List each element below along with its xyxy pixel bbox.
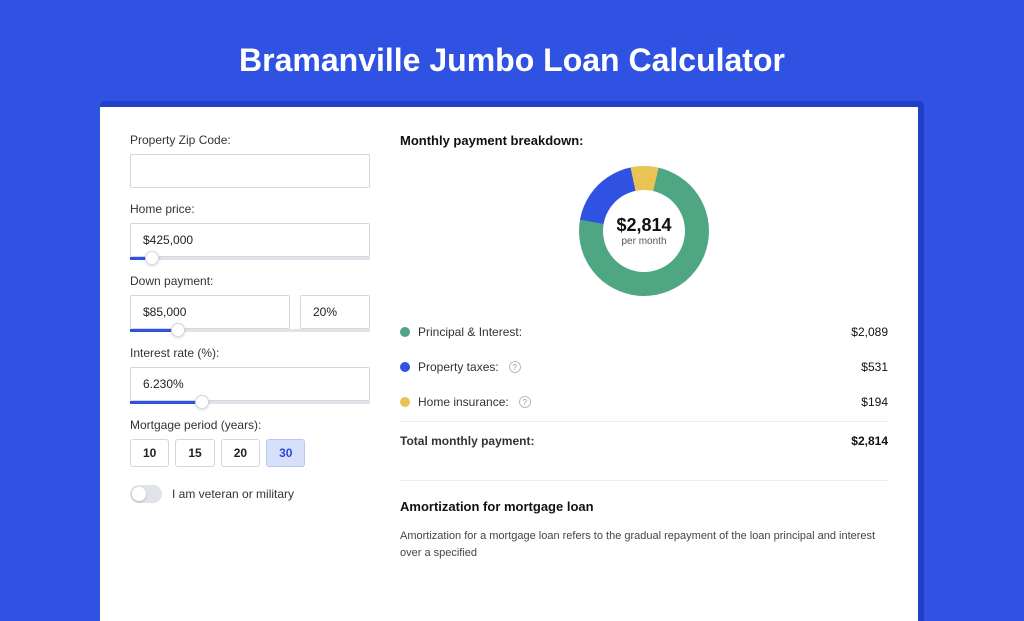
down-payment-slider[interactable] xyxy=(130,329,370,332)
down-payment-percent-input[interactable] xyxy=(300,295,370,329)
info-icon[interactable]: ? xyxy=(509,361,521,373)
home-price-slider-thumb[interactable] xyxy=(145,251,159,265)
legend-value: $531 xyxy=(861,360,888,374)
mortgage-period-option-30[interactable]: 30 xyxy=(266,439,305,467)
breakdown-heading: Monthly payment breakdown: xyxy=(400,133,888,148)
donut-chart-container: $2,814 per month xyxy=(400,162,888,314)
legend-dot xyxy=(400,327,410,337)
mortgage-period-option-20[interactable]: 20 xyxy=(221,439,260,467)
mortgage-period-label: Mortgage period (years): xyxy=(130,418,370,432)
home-price-label: Home price: xyxy=(130,202,370,216)
legend-value: $2,089 xyxy=(851,325,888,339)
total-value: $2,814 xyxy=(851,434,888,448)
zip-group: Property Zip Code: xyxy=(130,133,370,188)
interest-rate-input[interactable] xyxy=(130,367,370,401)
mortgage-period-option-10[interactable]: 10 xyxy=(130,439,169,467)
legend-value: $194 xyxy=(861,395,888,409)
legend-label: Home insurance: xyxy=(418,395,509,409)
legend-dot xyxy=(400,362,410,372)
zip-input[interactable] xyxy=(130,154,370,188)
legend-label: Principal & Interest: xyxy=(418,325,522,339)
mortgage-period-options: 10152030 xyxy=(130,439,370,467)
calculator-card: Property Zip Code: Home price: Down paym… xyxy=(100,107,918,621)
veteran-row: I am veteran or military xyxy=(130,485,370,503)
mortgage-period-group: Mortgage period (years): 10152030 xyxy=(130,418,370,467)
donut-chart: $2,814 per month xyxy=(579,166,709,296)
legend-row: Home insurance:? $194 xyxy=(400,384,888,419)
total-row: Total monthly payment: $2,814 xyxy=(400,421,888,458)
interest-rate-slider[interactable] xyxy=(130,401,370,404)
legend-row: Property taxes:? $531 xyxy=(400,349,888,384)
interest-rate-group: Interest rate (%): xyxy=(130,346,370,404)
donut-amount: $2,814 xyxy=(616,215,671,236)
veteran-label: I am veteran or military xyxy=(172,487,294,501)
veteran-toggle[interactable] xyxy=(130,485,162,503)
form-column: Property Zip Code: Home price: Down paym… xyxy=(130,133,370,561)
home-price-input[interactable] xyxy=(130,223,370,257)
down-payment-label: Down payment: xyxy=(130,274,370,288)
down-payment-group: Down payment: xyxy=(130,274,370,332)
page-title: Bramanville Jumbo Loan Calculator xyxy=(0,0,1024,101)
legend: Principal & Interest: $2,089 Property taxe… xyxy=(400,314,888,419)
card-shadow: Property Zip Code: Home price: Down paym… xyxy=(100,101,924,621)
legend-label: Property taxes: xyxy=(418,360,499,374)
zip-label: Property Zip Code: xyxy=(130,133,370,147)
down-payment-slider-thumb[interactable] xyxy=(171,323,185,337)
down-payment-amount-input[interactable] xyxy=(130,295,290,329)
amortization-section: Amortization for mortgage loan Amortizat… xyxy=(400,480,888,561)
interest-rate-label: Interest rate (%): xyxy=(130,346,370,360)
donut-center: $2,814 per month xyxy=(603,190,685,272)
breakdown-column: Monthly payment breakdown: $2,814 per mo… xyxy=(400,133,888,561)
interest-rate-slider-thumb[interactable] xyxy=(195,395,209,409)
legend-row: Principal & Interest: $2,089 xyxy=(400,314,888,349)
home-price-slider[interactable] xyxy=(130,257,370,260)
total-label: Total monthly payment: xyxy=(400,434,534,448)
legend-dot xyxy=(400,397,410,407)
info-icon[interactable]: ? xyxy=(519,396,531,408)
home-price-group: Home price: xyxy=(130,202,370,260)
toggle-knob xyxy=(132,487,146,501)
donut-sub: per month xyxy=(621,236,666,247)
mortgage-period-option-15[interactable]: 15 xyxy=(175,439,214,467)
amortization-text: Amortization for a mortgage loan refers … xyxy=(400,528,888,561)
